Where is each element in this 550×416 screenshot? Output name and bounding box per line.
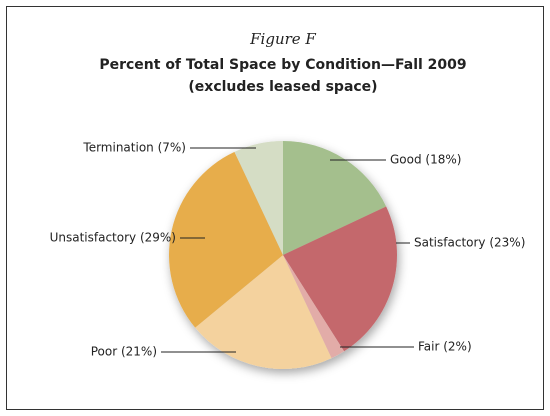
slice-label: Satisfactory (23%) [414, 236, 525, 250]
slice-label: Good (18%) [390, 153, 461, 167]
pie-slice [168, 151, 283, 328]
slice-label: Poor (21%) [91, 345, 157, 359]
pie-slice [283, 206, 397, 352]
figure-label: Figure F [249, 30, 316, 48]
pie-slice [283, 141, 387, 255]
pie-slice [234, 141, 283, 255]
pie-slice [195, 255, 332, 370]
chart-title: Percent of Total Space by Condition—Fall… [99, 57, 466, 73]
pie-slice [283, 255, 345, 359]
slice-label: Unsatisfactory (29%) [50, 231, 176, 245]
slice-label: Fair (2%) [418, 340, 472, 354]
pie [168, 141, 397, 370]
chart-subtitle: (excludes leased space) [188, 79, 377, 95]
slice-label: Termination (7%) [82, 141, 186, 155]
